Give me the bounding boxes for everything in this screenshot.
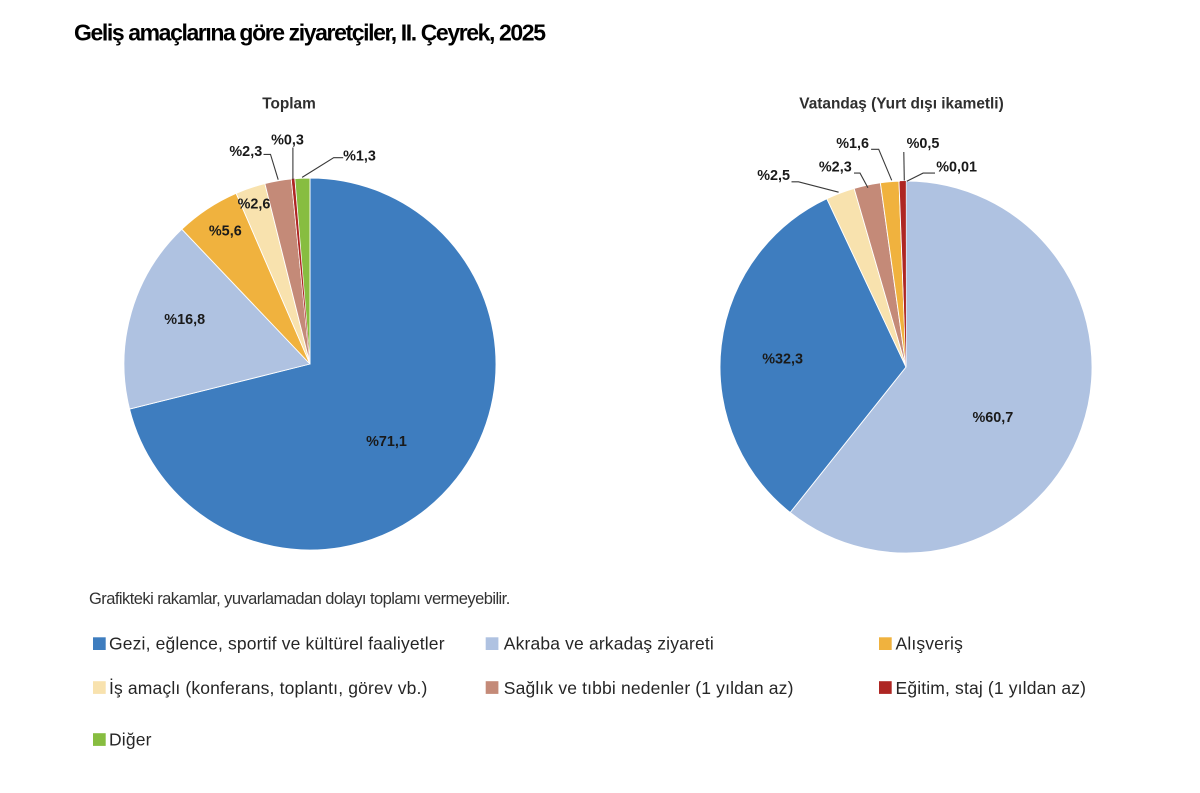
svg-text:Diğer: Diğer — [109, 730, 152, 750]
svg-text:Gezi, eğlence, sportif ve kült: Gezi, eğlence, sportif ve kültürel faali… — [109, 634, 445, 654]
svg-text:Eğitim, staj (1 yıldan az): Eğitim, staj (1 yıldan az) — [896, 678, 1087, 698]
svg-text:%0,3: %0,3 — [271, 133, 304, 149]
svg-text:Akraba ve arkadaş ziyareti: Akraba ve arkadaş ziyareti — [504, 634, 714, 654]
svg-text:%71,1: %71,1 — [366, 434, 407, 450]
svg-text:%2,5: %2,5 — [757, 168, 790, 184]
svg-text:İş amaçlı (konferans, toplantı: İş amaçlı (konferans, toplantı, görev vb… — [109, 678, 428, 698]
svg-text:%2,6: %2,6 — [238, 197, 271, 213]
svg-text:%0,01: %0,01 — [936, 160, 977, 176]
svg-text:%16,8: %16,8 — [164, 312, 205, 328]
svg-text:Geliş amaçlarına göre ziyaretç: Geliş amaçlarına göre ziyaretçiler, II. … — [74, 20, 546, 46]
svg-text:Sağlık ve tıbbi nedenler (1 yı: Sağlık ve tıbbi nedenler (1 yıldan az) — [504, 678, 794, 698]
svg-text:%1,6: %1,6 — [836, 136, 869, 152]
svg-text:Toplam: Toplam — [262, 96, 316, 113]
svg-text:%1,3: %1,3 — [343, 149, 376, 165]
svg-text:%60,7: %60,7 — [972, 410, 1013, 426]
svg-text:%5,6: %5,6 — [209, 223, 242, 239]
svg-text:%32,3: %32,3 — [762, 351, 803, 367]
svg-text:Vatandaş (Yurt dışı ikametli): Vatandaş (Yurt dışı ikametli) — [799, 96, 1003, 113]
svg-text:Grafikteki rakamlar, yuvarlama: Grafikteki rakamlar, yuvarlamadan dolayı… — [89, 590, 510, 608]
svg-text:%2,3: %2,3 — [819, 159, 852, 175]
svg-text:Alışveriş: Alışveriş — [896, 634, 964, 654]
svg-text:%0,5: %0,5 — [907, 136, 940, 152]
svg-text:%2,3: %2,3 — [229, 144, 262, 160]
